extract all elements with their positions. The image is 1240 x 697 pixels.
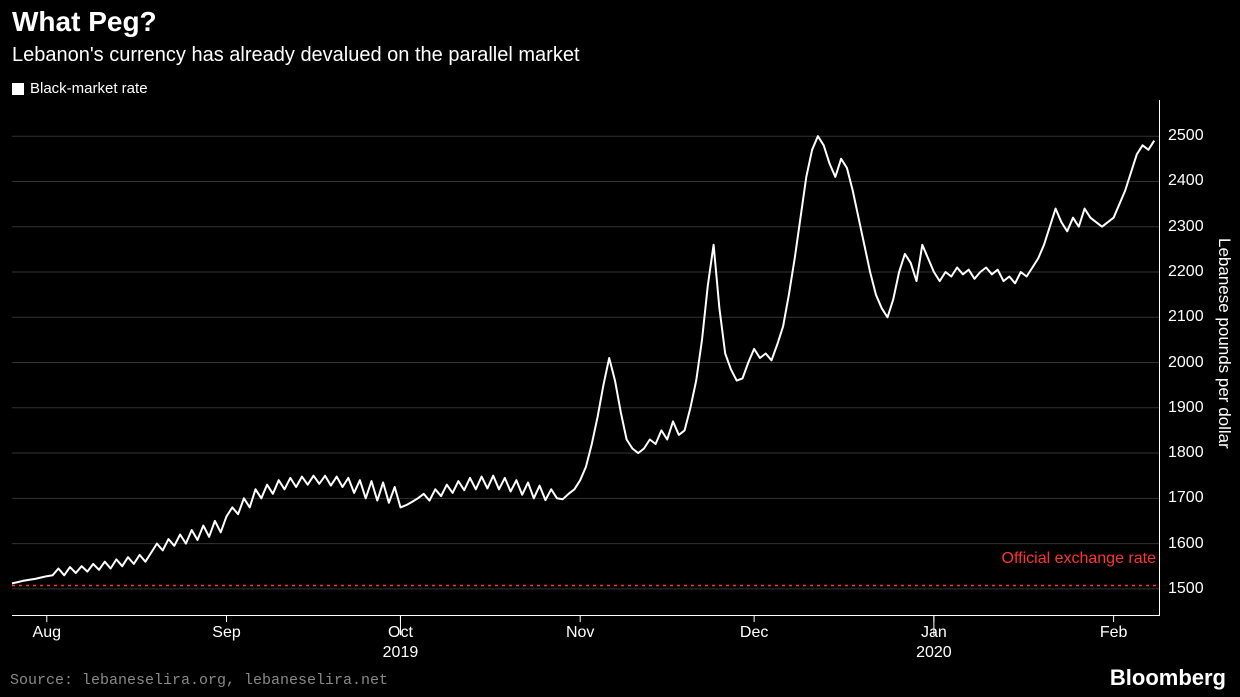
legend: Black-market rate (12, 80, 148, 97)
y-tick-label: 1900 (1168, 399, 1204, 417)
y-tick-label: 2500 (1168, 127, 1204, 145)
plot-area (12, 100, 1160, 616)
y-tick-label: 1700 (1168, 489, 1204, 507)
y-tick-label: 2000 (1168, 354, 1204, 372)
chart-subtitle: Lebanon's currency has already devalued … (12, 44, 580, 67)
y-tick-label: 1800 (1168, 444, 1204, 462)
bloomberg-chart: What Peg? Lebanon's currency has already… (0, 0, 1240, 697)
y-tick-label: 2300 (1168, 218, 1204, 236)
y-tick-label: 1500 (1168, 580, 1204, 598)
chart-title: What Peg? (12, 6, 157, 38)
y-tick-label: 2100 (1168, 308, 1204, 326)
x-year-label: 2020 (916, 644, 952, 662)
x-year-label: 2019 (383, 644, 419, 662)
y-tick-label: 1600 (1168, 535, 1204, 553)
bloomberg-brand: Bloomberg (1110, 665, 1226, 691)
x-tick-label: Jan (921, 624, 947, 642)
y-tick-label: 2200 (1168, 263, 1204, 281)
source-text: Source: lebaneselira.org, lebaneselira.n… (10, 672, 388, 689)
x-tick-label: Nov (566, 624, 594, 642)
x-tick-label: Aug (33, 624, 61, 642)
y-axis-title: Lebanese pounds per dollar (1214, 238, 1234, 449)
x-tick-label: Sep (212, 624, 240, 642)
legend-swatch (12, 83, 24, 95)
legend-label: Black-market rate (30, 80, 148, 97)
x-tick-label: Dec (740, 624, 768, 642)
x-tick-label: Oct (388, 624, 413, 642)
official-rate-label: Official exchange rate (1002, 550, 1156, 568)
y-tick-label: 2400 (1168, 172, 1204, 190)
x-tick-label: Feb (1100, 624, 1128, 642)
